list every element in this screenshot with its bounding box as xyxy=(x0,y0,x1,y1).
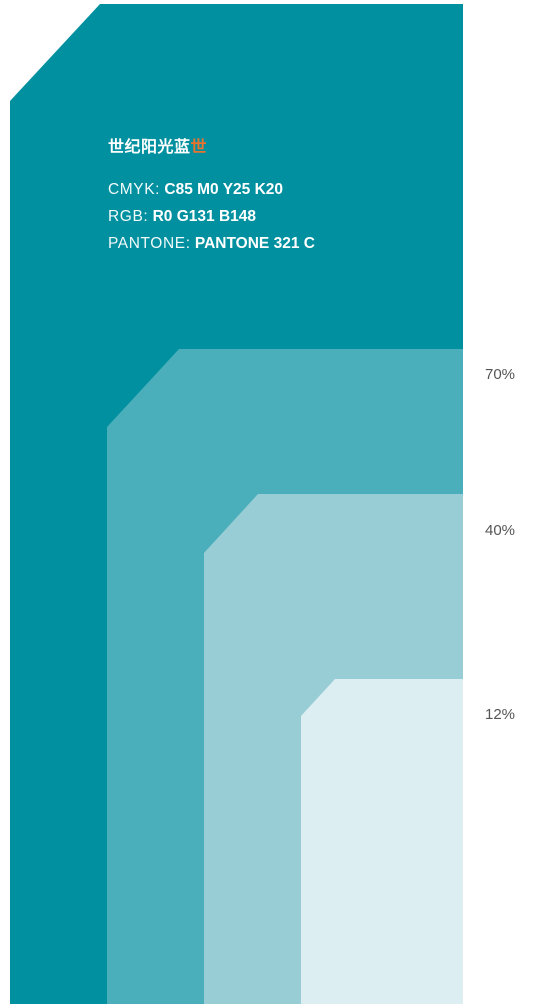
pantone-label: PANTONE: xyxy=(108,235,191,252)
rgb-value: R0 G131 B148 xyxy=(152,208,257,225)
rgb-label: RGB: xyxy=(108,208,149,225)
color-name: 世纪阳光蓝世 xyxy=(108,133,207,157)
pantone-value: PANTONE 321 C xyxy=(194,235,315,252)
color-name-text: 世纪阳光蓝 xyxy=(108,137,191,156)
cmyk-label: CMYK: xyxy=(108,181,161,198)
tint-label-12: 12% xyxy=(485,706,516,723)
rgb-spec: RGB: R0 G131 B148 xyxy=(108,208,256,226)
cmyk-spec: CMYK: C85 M0 Y25 K20 xyxy=(108,181,283,199)
tint-label-70: 70% xyxy=(485,366,516,383)
color-name-accent: 世 xyxy=(190,137,208,156)
cmyk-value: C85 M0 Y25 K20 xyxy=(164,181,284,198)
pantone-spec: PANTONE: PANTONE 321 C xyxy=(108,235,315,253)
tint-label-40: 40% xyxy=(485,522,516,539)
color-swatch-12 xyxy=(301,679,463,1004)
